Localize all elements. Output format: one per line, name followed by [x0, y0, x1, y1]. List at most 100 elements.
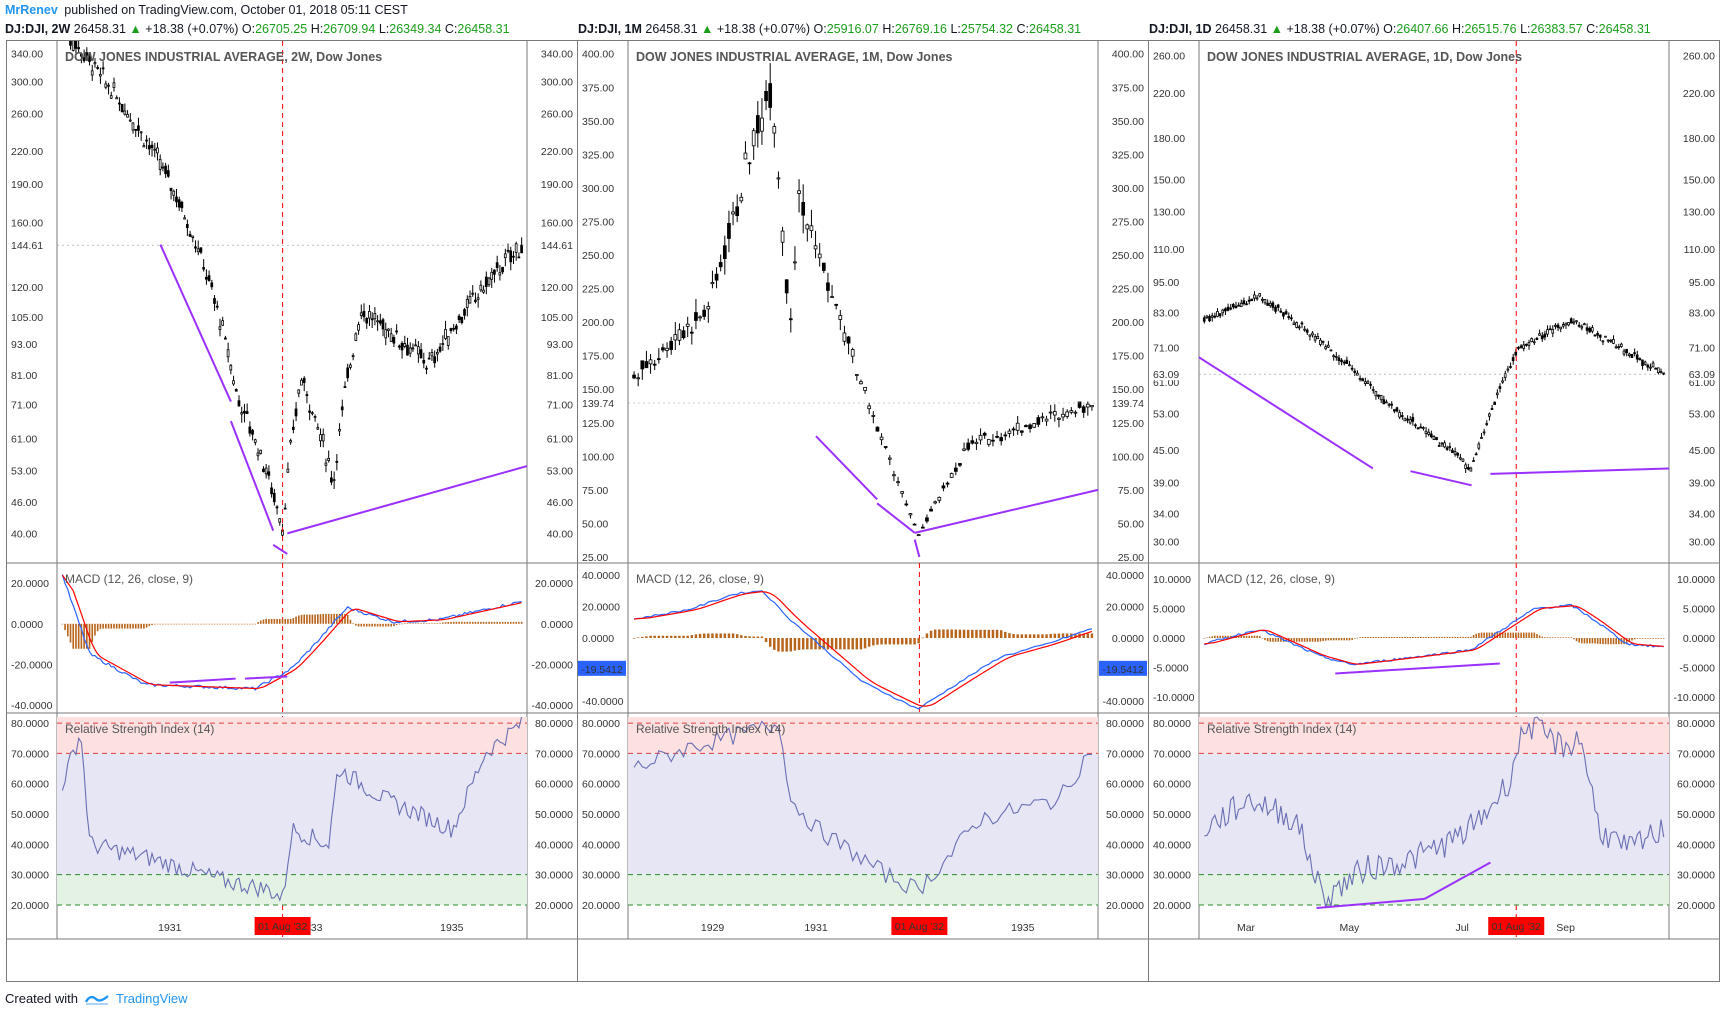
- open-value: 25916.07: [826, 22, 879, 36]
- candle-body: [112, 82, 116, 88]
- candle-body: [788, 318, 793, 321]
- macd-hist-bar: [442, 622, 444, 624]
- chart-panel-1m[interactable]: 400.00 400.00 375.00 375.00 350.00 350.00 325.…: [577, 40, 1149, 982]
- chart-svg-2w[interactable]: 340.00 340.00 300.00 300.00 260.00 260.00 220.…: [7, 41, 577, 981]
- macd-hist-bar: [110, 623, 113, 629]
- macd-hist-bar: [1644, 638, 1646, 639]
- macd-tick-left: 0.0000: [582, 633, 614, 645]
- candle-body: [1488, 413, 1491, 417]
- macd-hist-bar: [1570, 637, 1573, 638]
- macd-hist-bar: [1388, 636, 1390, 638]
- macd-line: [61, 574, 522, 691]
- chart-svg-1d[interactable]: 260.00 260.00 220.00 220.00 180.00 180.00 150.…: [1149, 41, 1719, 981]
- candle-body: [1061, 413, 1065, 418]
- candle-body: [389, 333, 393, 342]
- candle-body: [479, 284, 483, 291]
- candle-body: [1466, 467, 1470, 470]
- candle-body: [1493, 401, 1496, 405]
- price-tick-right: 105.00: [541, 312, 573, 324]
- macd-hist-bar: [433, 623, 436, 625]
- macd-hist-bar: [216, 623, 219, 625]
- macd-hist-bar: [488, 621, 490, 624]
- chart-svg-1m[interactable]: 400.00 400.00 375.00 375.00 350.00 350.00 325.…: [578, 41, 1148, 981]
- macd-hist-bar: [1573, 638, 1575, 640]
- price-tick-left: 83.00: [1153, 307, 1179, 319]
- macd-hist-bar: [1567, 637, 1570, 638]
- macd-hist-bar: [847, 638, 850, 650]
- candle-body: [871, 415, 876, 417]
- candle-body: [780, 230, 785, 243]
- candle-body: [487, 277, 491, 286]
- candle-body: [916, 534, 921, 537]
- macd-hist-bar: [1251, 635, 1253, 638]
- macd-hist-bar: [975, 629, 978, 638]
- candle-body: [1580, 326, 1584, 329]
- price-tick-left: 300.00: [11, 77, 43, 89]
- macd-hist-bar: [1443, 636, 1446, 638]
- candle-body: [245, 411, 249, 414]
- candle-body: [145, 139, 148, 142]
- macd-hist-bar: [1544, 637, 1546, 638]
- candle-body: [1292, 322, 1296, 326]
- macd-hist-bar: [1475, 633, 1478, 638]
- price-tick-right: 325.00: [1112, 149, 1144, 161]
- macd-hist-bar: [1261, 638, 1264, 639]
- candle-body: [685, 323, 690, 327]
- rsi-tick-left: 30.0000: [11, 870, 49, 882]
- candle-body: [1011, 428, 1016, 431]
- candle-body: [270, 487, 273, 495]
- candle-body: [1226, 306, 1230, 311]
- macd-tick-left: -10.0000: [1153, 692, 1195, 704]
- macd-hist-bar: [137, 623, 140, 629]
- candle-body: [397, 345, 401, 348]
- macd-hist-bar: [1340, 638, 1343, 641]
- last-price-label-right: 139.74: [1112, 398, 1144, 410]
- candle-body: [1210, 315, 1214, 318]
- chart-panel-1d[interactable]: 260.00 260.00 220.00 220.00 180.00 180.00 150.…: [1148, 40, 1720, 982]
- macd-hist-bar: [863, 638, 867, 649]
- macd-hist-bar: [428, 623, 431, 625]
- candle-body: [1598, 334, 1602, 338]
- candle-body: [1329, 349, 1333, 352]
- macd-hist-bar: [102, 623, 104, 629]
- candle-body: [1400, 415, 1404, 417]
- candle-body: [912, 523, 917, 526]
- macd-hist-bar: [270, 618, 273, 624]
- candle-body: [259, 449, 263, 454]
- candle-body: [768, 83, 773, 108]
- quote-line-2w: DJ:DJI, 2W 26458.31 ▲ +18.38 (+0.07%) O:…: [5, 22, 510, 36]
- candle-body: [1554, 324, 1557, 327]
- candle-body: [373, 313, 377, 320]
- candle-body: [1297, 326, 1301, 329]
- rsi-tick-right: 40.0000: [1106, 839, 1144, 851]
- macd-hist-bar: [781, 638, 784, 652]
- chart-panel-2w[interactable]: 340.00 340.00 300.00 300.00 260.00 260.00 220.…: [6, 40, 578, 982]
- price-tick-left: 110.00: [1153, 244, 1184, 256]
- macd-hist-bar: [843, 638, 846, 650]
- macd-hist-bar: [224, 623, 227, 625]
- rsi-tick-right: 60.0000: [535, 779, 573, 791]
- candle-body: [316, 427, 320, 430]
- candle-body: [1530, 338, 1533, 343]
- macd-hist-bar: [867, 638, 871, 647]
- author-link[interactable]: MrRenev: [5, 3, 58, 17]
- tradingview-brand-link[interactable]: TradingView: [115, 991, 188, 1006]
- macd-hist-bar: [72, 623, 75, 649]
- macd-divergence-line: [244, 675, 288, 680]
- macd-hist-bar: [740, 635, 743, 638]
- candle-body: [1308, 334, 1312, 337]
- macd-hist-bar: [374, 623, 376, 627]
- macd-hist-bar: [822, 638, 826, 650]
- candle-body: [1514, 351, 1518, 356]
- rsi-tick-right: 20.0000: [1106, 900, 1144, 912]
- candle-body: [1614, 346, 1618, 349]
- candle-body: [517, 256, 521, 259]
- candle-body: [302, 377, 306, 383]
- candle-body: [1224, 308, 1227, 312]
- candle-body: [210, 282, 214, 288]
- macd-hist-bar: [946, 629, 949, 638]
- macd-hist-bar: [1425, 636, 1427, 638]
- candle-body: [164, 165, 167, 175]
- macd-hist-bar: [330, 613, 333, 624]
- divergence-line: [914, 488, 1099, 534]
